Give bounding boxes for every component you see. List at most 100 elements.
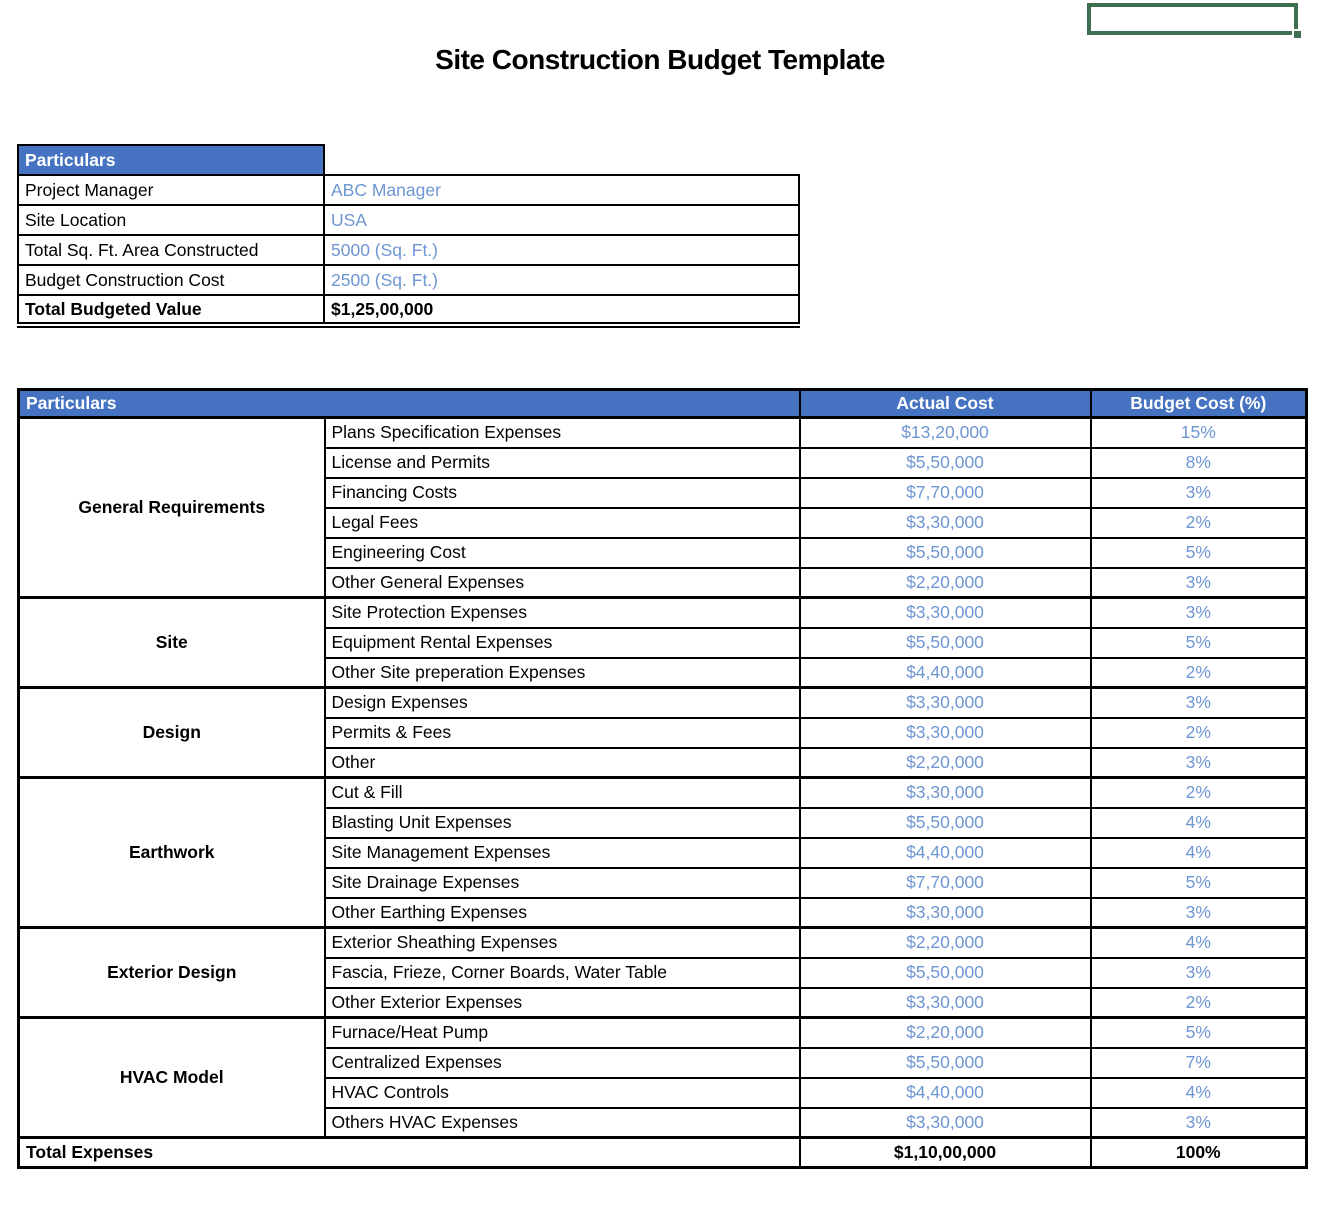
budget-pct-cell[interactable]: 2% bbox=[1089, 506, 1308, 539]
actual-cost-cell[interactable]: $4,40,000 bbox=[798, 1076, 1092, 1109]
actual-cost-cell[interactable]: $3,30,000 bbox=[798, 986, 1092, 1019]
budget-pct-cell[interactable]: 5% bbox=[1089, 536, 1308, 569]
actual-cost-cell[interactable]: $2,20,000 bbox=[798, 566, 1092, 599]
expense-item-cell[interactable]: Others HVAC Expenses bbox=[323, 1106, 801, 1139]
budget-pct-cell[interactable]: 2% bbox=[1089, 986, 1308, 1019]
actual-cost-cell[interactable]: $3,30,000 bbox=[798, 506, 1092, 539]
total-budget-pct-cell[interactable]: 100% bbox=[1089, 1136, 1308, 1169]
budget-pct-cell[interactable]: 4% bbox=[1089, 836, 1308, 869]
budget-pct-cell[interactable]: 7% bbox=[1089, 1046, 1308, 1079]
actual-cost-cell[interactable]: $4,40,000 bbox=[798, 836, 1092, 869]
fill-handle[interactable] bbox=[1292, 29, 1303, 40]
budget-pct-cell[interactable]: 3% bbox=[1089, 1106, 1308, 1139]
expense-item-cell[interactable]: Financing Costs bbox=[323, 476, 801, 509]
group-label-cell[interactable]: Site bbox=[17, 596, 326, 689]
expense-item-cell[interactable]: Furnace/Heat Pump bbox=[323, 1016, 801, 1049]
group-label-cell[interactable]: HVAC Model bbox=[17, 1016, 326, 1139]
expense-item-cell[interactable]: Engineering Cost bbox=[323, 536, 801, 569]
actual-cost-cell[interactable]: $2,20,000 bbox=[798, 746, 1092, 779]
info-label-cell[interactable]: Total Sq. Ft. Area Constructed bbox=[17, 234, 325, 266]
expense-item-cell[interactable]: Cut & Fill bbox=[323, 776, 801, 809]
actual-cost-cell[interactable]: $4,40,000 bbox=[798, 656, 1092, 689]
page-title: Site Construction Budget Template bbox=[435, 44, 885, 75]
expense-item-cell[interactable]: Site Drainage Expenses bbox=[323, 866, 801, 899]
actual-cost-cell[interactable]: $7,70,000 bbox=[798, 476, 1092, 509]
budget-pct-cell[interactable]: 5% bbox=[1089, 626, 1308, 659]
expense-item-cell[interactable]: Site Protection Expenses bbox=[323, 596, 801, 629]
expense-row: Other $2,20,000 3% bbox=[19, 746, 1308, 779]
budget-pct-cell[interactable]: 8% bbox=[1089, 446, 1308, 479]
budget-pct-cell[interactable]: 4% bbox=[1089, 1076, 1308, 1109]
expense-item-cell[interactable]: Other Exterior Expenses bbox=[323, 986, 801, 1019]
expense-item-cell[interactable]: HVAC Controls bbox=[323, 1076, 801, 1109]
group-label-cell[interactable]: Exterior Design bbox=[17, 926, 326, 1019]
actual-cost-cell[interactable]: $2,20,000 bbox=[798, 1016, 1092, 1049]
actual-cost-cell[interactable]: $3,30,000 bbox=[798, 1106, 1092, 1139]
group-label-cell[interactable]: Earthwork bbox=[17, 776, 326, 929]
info-value-cell[interactable]: 5000 (Sq. Ft.) bbox=[323, 234, 800, 266]
actual-cost-cell[interactable]: $2,20,000 bbox=[798, 926, 1092, 959]
budget-pct-cell[interactable]: 3% bbox=[1089, 896, 1308, 929]
expense-item-cell[interactable]: Fascia, Frieze, Corner Boards, Water Tab… bbox=[323, 956, 801, 989]
budget-pct-cell[interactable]: 3% bbox=[1089, 596, 1308, 629]
actual-cost-cell[interactable]: $5,50,000 bbox=[798, 1046, 1092, 1079]
expense-header-actual-cost: Actual Cost bbox=[798, 388, 1092, 419]
info-label-cell[interactable]: Site Location bbox=[17, 204, 325, 236]
expense-item-cell[interactable]: License and Permits bbox=[323, 446, 801, 479]
actual-cost-cell[interactable]: $5,50,000 bbox=[798, 956, 1092, 989]
actual-cost-cell[interactable]: $13,20,000 bbox=[798, 416, 1092, 449]
total-expenses-label[interactable]: Total Expenses bbox=[17, 1136, 801, 1169]
group-label-cell[interactable]: Design bbox=[17, 686, 326, 779]
info-label-cell[interactable]: Budget Construction Cost bbox=[17, 264, 325, 296]
expense-item-cell[interactable]: Other Site preperation Expenses bbox=[323, 656, 801, 689]
budget-pct-cell[interactable]: 2% bbox=[1089, 776, 1308, 809]
info-label-cell[interactable]: Total Budgeted Value bbox=[17, 294, 325, 328]
budget-pct-cell[interactable]: 5% bbox=[1089, 866, 1308, 899]
actual-cost-cell[interactable]: $3,30,000 bbox=[798, 686, 1092, 719]
budget-pct-cell[interactable]: 15% bbox=[1089, 416, 1308, 449]
expense-item-cell[interactable]: Design Expenses bbox=[323, 686, 801, 719]
info-row: Budget Construction Cost 2500 (Sq. Ft.) bbox=[17, 264, 800, 296]
expense-item-cell[interactable]: Other General Expenses bbox=[323, 566, 801, 599]
budget-pct-cell[interactable]: 2% bbox=[1089, 656, 1308, 689]
actual-cost-cell[interactable]: $3,30,000 bbox=[798, 596, 1092, 629]
budget-pct-cell[interactable]: 3% bbox=[1089, 476, 1308, 509]
expense-header-row: Particulars Actual Cost Budget Cost (%) bbox=[17, 388, 1308, 419]
expense-item-cell[interactable]: Site Management Expenses bbox=[323, 836, 801, 869]
actual-cost-cell[interactable]: $3,30,000 bbox=[798, 716, 1092, 749]
total-actual-cost-cell[interactable]: $1,10,00,000 bbox=[798, 1136, 1092, 1169]
info-value-cell[interactable]: USA bbox=[323, 204, 800, 236]
actual-cost-cell[interactable]: $5,50,000 bbox=[798, 806, 1092, 839]
expense-item-cell[interactable]: Legal Fees bbox=[323, 506, 801, 539]
budget-pct-cell[interactable]: 2% bbox=[1089, 716, 1308, 749]
actual-cost-cell[interactable]: $5,50,000 bbox=[798, 536, 1092, 569]
budget-pct-cell[interactable]: 5% bbox=[1089, 1016, 1308, 1049]
info-label-cell[interactable]: Project Manager bbox=[17, 174, 325, 206]
actual-cost-cell[interactable]: $5,50,000 bbox=[798, 626, 1092, 659]
budget-pct-cell[interactable]: 4% bbox=[1089, 806, 1308, 839]
group-label-cell[interactable]: General Requirements bbox=[17, 416, 326, 599]
budget-pct-cell[interactable]: 3% bbox=[1089, 566, 1308, 599]
expense-item-cell[interactable]: Blasting Unit Expenses bbox=[323, 806, 801, 839]
actual-cost-cell[interactable]: $5,50,000 bbox=[798, 446, 1092, 479]
info-value-cell[interactable]: $1,25,00,000 bbox=[323, 294, 800, 328]
expense-row: Blasting Unit Expenses $5,50,000 4% bbox=[19, 806, 1308, 839]
selected-cell-outline[interactable] bbox=[1087, 3, 1303, 40]
actual-cost-cell[interactable]: $3,30,000 bbox=[798, 776, 1092, 809]
info-value-cell[interactable]: ABC Manager bbox=[323, 174, 800, 206]
actual-cost-cell[interactable]: $7,70,000 bbox=[798, 866, 1092, 899]
expense-row: Permits & Fees $3,30,000 2% bbox=[19, 716, 1308, 749]
expense-item-cell[interactable]: Centralized Expenses bbox=[323, 1046, 801, 1079]
expense-item-cell[interactable]: Plans Specification Expenses bbox=[323, 416, 801, 449]
info-value-cell[interactable]: 2500 (Sq. Ft.) bbox=[323, 264, 800, 296]
actual-cost-cell[interactable]: $3,30,000 bbox=[798, 896, 1092, 929]
expense-item-cell[interactable]: Permits & Fees bbox=[323, 716, 801, 749]
expense-item-cell[interactable]: Equipment Rental Expenses bbox=[323, 626, 801, 659]
budget-pct-cell[interactable]: 4% bbox=[1089, 926, 1308, 959]
budget-pct-cell[interactable]: 3% bbox=[1089, 686, 1308, 719]
budget-pct-cell[interactable]: 3% bbox=[1089, 956, 1308, 989]
expense-item-cell[interactable]: Other bbox=[323, 746, 801, 779]
budget-pct-cell[interactable]: 3% bbox=[1089, 746, 1308, 779]
expense-item-cell[interactable]: Exterior Sheathing Expenses bbox=[323, 926, 801, 959]
expense-item-cell[interactable]: Other Earthing Expenses bbox=[323, 896, 801, 929]
